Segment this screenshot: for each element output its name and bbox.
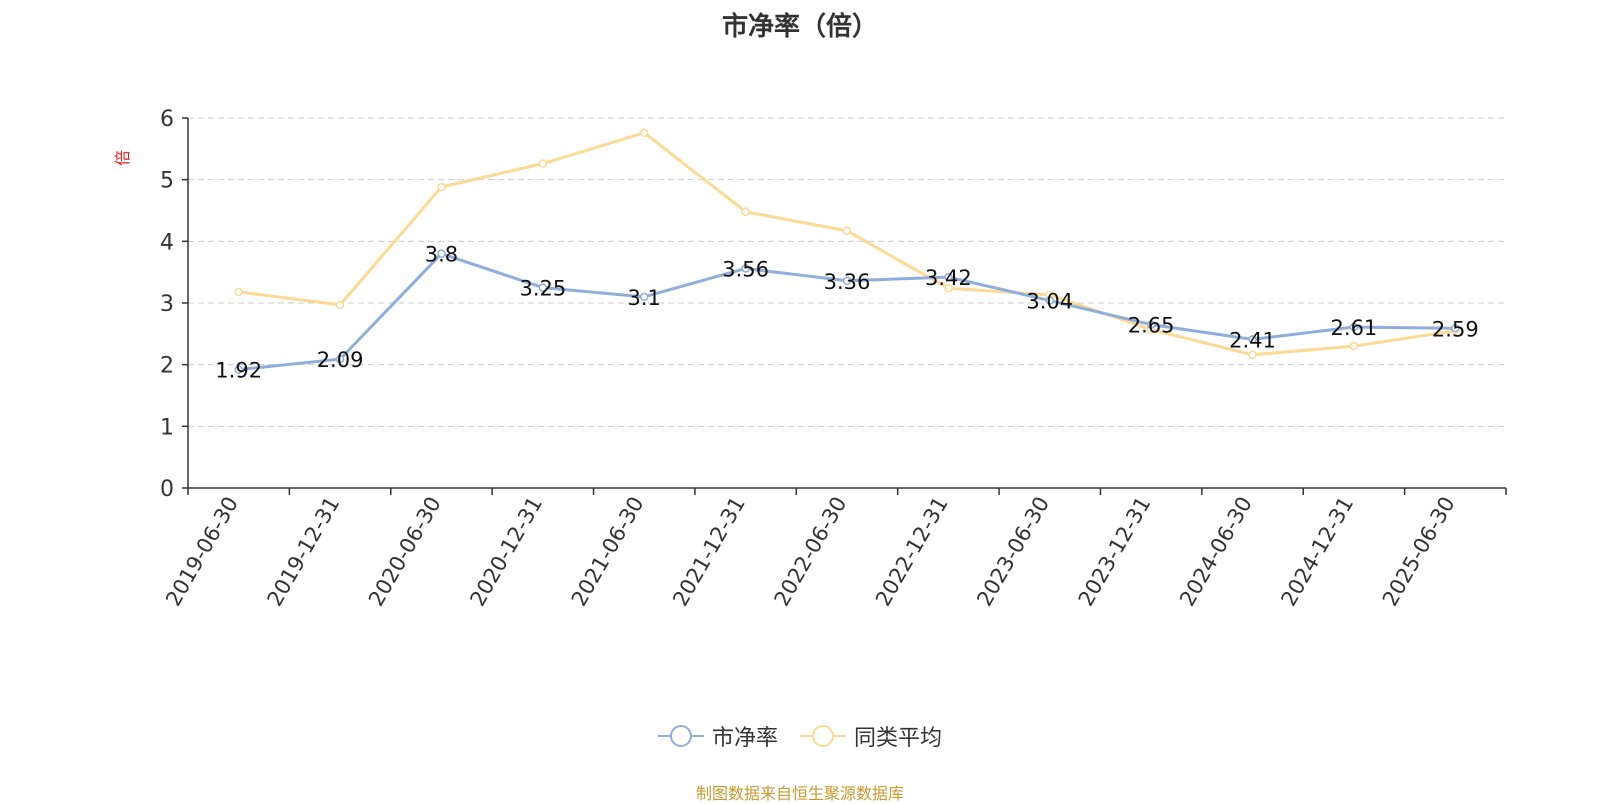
y-tick-label: 6 xyxy=(160,107,174,132)
data-point-pb xyxy=(437,249,446,258)
data-point-pb xyxy=(1349,322,1359,332)
data-point-peer-average xyxy=(639,128,649,138)
data-point-pb xyxy=(1451,324,1460,333)
series-line-peer-average xyxy=(238,131,1456,357)
data-label-pb: 2.61 xyxy=(1331,316,1378,340)
series-layer xyxy=(234,128,1460,374)
data-point-peer-average xyxy=(842,226,852,236)
data-point-pb xyxy=(1248,335,1257,344)
data-point-pb xyxy=(1045,296,1055,305)
chart-title: 市净率（倍） xyxy=(721,12,878,42)
data-point-peer-average xyxy=(1349,341,1359,351)
data-point-pb xyxy=(1146,320,1156,329)
data-label-pb: 2.59 xyxy=(1432,317,1479,341)
y-axis-unit-label: 倍 xyxy=(113,150,132,166)
data-point-peer-average xyxy=(741,207,750,216)
x-tick-label: 2020-12-31 xyxy=(465,493,547,611)
legend: 市净率 同类平均 xyxy=(0,720,1600,752)
x-tick-label: 2020-06-30 xyxy=(364,493,446,611)
x-tick-label: 2022-06-30 xyxy=(770,493,852,611)
y-tick-label: 1 xyxy=(160,415,174,440)
data-label-pb: 3.56 xyxy=(722,257,769,281)
data-label-pb: 1.92 xyxy=(215,359,262,383)
data-label-pb: 2.09 xyxy=(317,348,364,372)
data-label-pb: 2.41 xyxy=(1229,328,1276,352)
x-tick-label: 2025-06-30 xyxy=(1378,493,1460,611)
source-note: 制图数据来自恒生聚源数据库 xyxy=(695,784,904,803)
y-tick-label: 4 xyxy=(160,230,174,255)
legend-label-pb: 市净率 xyxy=(711,726,778,751)
legend-item-peer-average[interactable]: 同类平均 xyxy=(800,720,942,752)
data-point-peer-average xyxy=(335,300,345,310)
data-label-pb: 3.04 xyxy=(1026,290,1073,314)
data-label-pb: 3.8 xyxy=(425,243,458,267)
data-label-pb: 3.25 xyxy=(519,277,566,301)
y-tick-label: 0 xyxy=(160,477,174,502)
data-point-peer-average xyxy=(437,182,446,192)
data-label-pb: 3.36 xyxy=(824,270,871,294)
data-label-pb: 3.42 xyxy=(925,266,972,290)
data-point-pb xyxy=(234,365,243,374)
x-tick-label: 2023-12-31 xyxy=(1074,493,1156,611)
y-tick-label: 2 xyxy=(160,354,174,379)
x-tick-label: 2021-06-30 xyxy=(567,493,649,611)
x-tick-label: 2024-06-30 xyxy=(1175,493,1257,611)
data-point-pb xyxy=(741,264,750,273)
x-tick-label: 2023-06-30 xyxy=(972,493,1054,611)
data-point-pb xyxy=(538,283,548,292)
data-point-peer-average xyxy=(538,159,548,168)
x-tick-label: 2021-12-31 xyxy=(668,493,750,611)
data-point-pb xyxy=(842,276,852,286)
data-point-peer-average xyxy=(234,287,243,297)
y-tick-label: 5 xyxy=(160,169,174,194)
legend-circle-icon xyxy=(657,724,704,748)
x-tick-label: 2019-06-30 xyxy=(161,493,243,611)
label-layer: 1.92 2.09 3.8 3.25 3.1 3.56 3.36 3.42 3.04 2.65 2.… xyxy=(215,243,1478,383)
y-tick-label: 3 xyxy=(160,292,174,317)
data-point-pb xyxy=(335,354,345,364)
legend-label-peer-average: 同类平均 xyxy=(854,726,943,751)
data-label-pb: 2.65 xyxy=(1128,314,1175,338)
x-tick-label: 2022-12-31 xyxy=(871,493,953,611)
data-point-peer-average xyxy=(944,283,953,293)
data-point-pb xyxy=(639,292,649,302)
data-label-pb: 3.1 xyxy=(628,286,661,310)
x-tick-label: 2019-12-31 xyxy=(263,493,345,611)
data-point-peer-average xyxy=(1248,350,1257,360)
legend-circle-icon xyxy=(800,724,846,748)
x-tick-label: 2024-12-31 xyxy=(1276,493,1358,611)
data-point-pb xyxy=(944,272,953,282)
legend-item-pb[interactable]: 市净率 xyxy=(657,720,778,752)
